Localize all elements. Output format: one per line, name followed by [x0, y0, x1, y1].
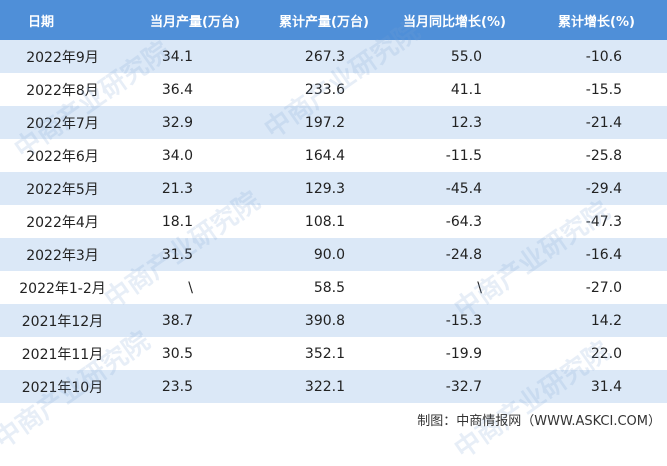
table-cell: 41.1 [450, 81, 482, 98]
table-cell: 34.0 [161, 147, 193, 164]
table-cell: 164.4 [304, 147, 345, 164]
header-cell: 日期 [28, 14, 55, 30]
table-cell: 21.3 [161, 180, 193, 197]
table-row: 2022年1-2月 \ 58.5 \ -27.0 [0, 271, 667, 304]
table-cell: 2022年1-2月 [19, 280, 106, 297]
table-cell: 233.6 [304, 81, 345, 98]
table-row: 2022年6月 34.0 164.4 -11.5 -25.8 [0, 139, 667, 172]
table-cell: 267.3 [304, 48, 345, 65]
table-cell: 55.0 [450, 48, 482, 65]
source-note: 制图：中商情报网（WWW.ASKCI.COM） [417, 414, 661, 429]
table-cell: 2022年6月 [26, 148, 99, 165]
table-cell: 14.2 [590, 312, 622, 329]
table-cell: 2022年8月 [26, 82, 99, 99]
table-cell: 322.1 [304, 378, 345, 395]
header-cell: 当月产量(万台) [150, 14, 240, 30]
table-cell: 31.5 [161, 246, 193, 263]
table-cell: -64.3 [445, 213, 482, 230]
table-row: 2022年5月 21.3 129.3 -45.4 -29.4 [0, 172, 667, 205]
table-cell: 38.7 [161, 312, 193, 329]
table-cell: 18.1 [161, 213, 193, 230]
table-cell: 390.8 [304, 312, 345, 329]
table-cell: 58.5 [313, 279, 345, 296]
table-cell: 36.4 [161, 81, 193, 98]
header-cell: 累计增长(%) [558, 14, 635, 30]
table-cell: 90.0 [313, 246, 345, 263]
table-cell: -21.4 [585, 114, 622, 131]
table-cell: 2022年5月 [26, 181, 99, 198]
table: 日期 当月产量(万台) 累计产量(万台) 当月同比增长(%) 累计增长(%) 2022年9… [0, 0, 667, 403]
table-cell: 2022年7月 [26, 115, 99, 132]
table-cell: -15.3 [445, 312, 482, 329]
header-cell: 当月同比增长(%) [403, 14, 506, 30]
table-row: 2022年8月 36.4 233.6 41.1 -15.5 [0, 73, 667, 106]
table-cell: 23.5 [161, 378, 193, 395]
table-cell: 108.1 [304, 213, 345, 230]
table-cell: -47.3 [585, 213, 622, 230]
table-cell: 197.2 [304, 114, 345, 131]
table-row: 2022年4月 18.1 108.1 -64.3 -47.3 [0, 205, 667, 238]
table-cell: -25.8 [585, 147, 622, 164]
table-cell: 34.1 [161, 48, 193, 65]
table-cell: 22.0 [590, 345, 622, 362]
table-row: 2021年11月 30.5 352.1 -19.9 22.0 [0, 337, 667, 370]
table-cell: -10.6 [585, 48, 622, 65]
table-cell: -27.0 [585, 279, 622, 296]
table-cell: 2021年12月 [21, 313, 104, 330]
table-row: 2022年7月 32.9 197.2 12.3 -21.4 [0, 106, 667, 139]
table-row: 2022年9月 34.1 267.3 55.0 -10.6 [0, 40, 667, 73]
table-cell: -45.4 [445, 180, 482, 197]
table-cell: 2022年9月 [26, 49, 99, 66]
table-cell: 352.1 [304, 345, 345, 362]
table-row: 2021年10月 23.5 322.1 -32.7 31.4 [0, 370, 667, 403]
header-cell: 累计产量(万台) [279, 14, 369, 30]
table-cell: 32.9 [161, 114, 193, 131]
table-cell: \ [477, 279, 482, 296]
table-cell: 2022年4月 [26, 214, 99, 231]
table-cell: -24.8 [445, 246, 482, 263]
table-cell: 31.4 [590, 378, 622, 395]
table-cell: 12.3 [450, 114, 482, 131]
table-cell: -16.4 [585, 246, 622, 263]
table-cell: 129.3 [304, 180, 345, 197]
table-row: 2022年3月 31.5 90.0 -24.8 -16.4 [0, 238, 667, 271]
table-cell: -15.5 [585, 81, 622, 98]
table-cell: -29.4 [585, 180, 622, 197]
table-cell: 2021年10月 [21, 379, 104, 396]
table-cell: 2021年11月 [21, 346, 104, 363]
table-cell: -32.7 [445, 378, 482, 395]
table-row: 2021年12月 38.7 390.8 -15.3 14.2 [0, 304, 667, 337]
table-cell: -19.9 [445, 345, 482, 362]
header-row: 日期 当月产量(万台) 累计产量(万台) 当月同比增长(%) 累计增长(%) [0, 0, 667, 40]
table-cell: \ [188, 279, 193, 296]
table-cell: 30.5 [161, 345, 193, 362]
table-cell: -11.5 [445, 147, 482, 164]
table-cell: 2022年3月 [26, 247, 99, 264]
